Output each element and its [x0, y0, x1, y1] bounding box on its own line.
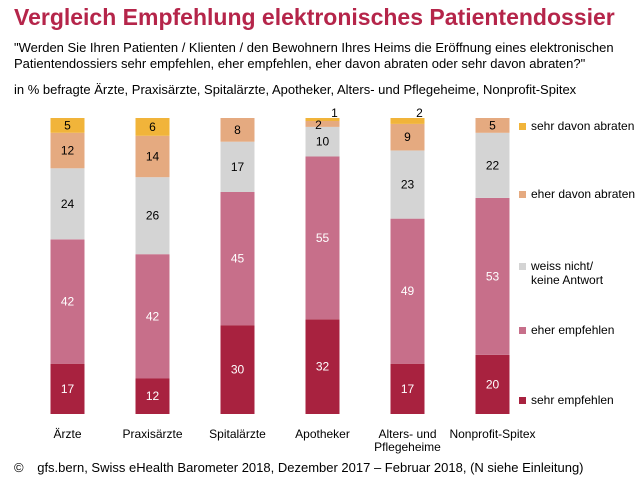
data-label: 45 [231, 252, 245, 266]
data-label: 53 [486, 269, 500, 283]
bar-segment [135, 378, 170, 414]
category-label: Praxisärzte [122, 427, 182, 441]
bar-segment [50, 132, 85, 169]
bar-segment [50, 363, 85, 414]
data-label: 14 [146, 150, 160, 164]
bar-segment [390, 218, 425, 364]
category-label: Spitalärzte [209, 427, 266, 441]
data-label: 42 [61, 295, 75, 309]
data-label: 2 [416, 106, 423, 120]
data-label: 8 [234, 123, 241, 137]
bar-segment [390, 118, 425, 124]
data-label: 20 [486, 377, 500, 391]
chart-title: Vergleich Empfehlung elektronisches Pati… [14, 4, 615, 30]
bar-segment [475, 132, 510, 198]
data-label: 1 [331, 106, 338, 120]
data-label: 26 [146, 209, 160, 223]
legend-swatch [519, 327, 526, 334]
bar-segment [135, 135, 170, 178]
data-label: 55 [316, 231, 330, 245]
data-label: 32 [316, 360, 330, 374]
bar-segment [220, 118, 255, 142]
bar-segment [305, 118, 340, 121]
bar-segment [390, 123, 425, 151]
bar-segment [50, 118, 85, 133]
category-label: Alters- und Pflegeheime [374, 427, 441, 454]
data-label: 12 [61, 144, 75, 158]
data-label: 23 [401, 178, 415, 192]
bar-segment [135, 254, 170, 379]
bar-segment [475, 118, 510, 133]
data-label: 12 [146, 389, 160, 403]
bar-segment [305, 121, 340, 127]
bar-segment [50, 239, 85, 364]
bar-segment [475, 354, 510, 414]
bar-segment [305, 126, 340, 157]
data-label: 24 [61, 197, 75, 211]
bar-segment [135, 177, 170, 255]
legend-label: sehr empfehlen [531, 393, 614, 407]
data-label: 17 [231, 160, 245, 174]
legend-swatch [519, 397, 526, 404]
legend-label: sehr davon abraten [531, 119, 634, 133]
data-label: 17 [61, 382, 75, 396]
data-label: 42 [146, 309, 160, 323]
category-label: Nonprofit-Spitex [449, 427, 535, 441]
legend-swatch [519, 263, 526, 270]
data-label: 17 [401, 382, 415, 396]
data-label: 22 [486, 158, 500, 172]
data-label: 6 [149, 120, 156, 134]
data-label: 10 [316, 135, 330, 149]
bar-segment [390, 150, 425, 219]
data-label: 30 [231, 363, 245, 377]
legend-label: weiss nicht/keine Antwort [530, 259, 604, 287]
legend-swatch [519, 191, 526, 198]
chart-subtitle: in % befragte Ärzte, Praxisärzte, Spital… [14, 82, 577, 97]
bar-segment [220, 141, 255, 192]
bar-segment [390, 363, 425, 414]
category-label: Ärzte [53, 427, 81, 441]
data-label: 5 [489, 118, 496, 132]
legend-swatch [519, 123, 526, 130]
legend-label: eher davon abraten [531, 187, 635, 201]
bar-segment [475, 197, 510, 355]
survey-question: "Werden Sie Ihren Patienten / Klienten /… [14, 40, 614, 71]
bar-segment [135, 118, 170, 136]
data-label: 9 [404, 130, 411, 144]
legend-label: eher empfehlen [531, 323, 614, 337]
bar-segment [305, 319, 340, 414]
bar-segment [50, 168, 85, 240]
data-label: 2 [315, 118, 322, 132]
data-label: 5 [64, 118, 71, 132]
bar-segment [220, 325, 255, 414]
bar-segment [220, 192, 255, 326]
source-footer: © gfs.bern, Swiss eHealth Barometer 2018… [14, 460, 584, 475]
source-text: gfs.bern, Swiss eHealth Barometer 2018, … [37, 460, 584, 475]
category-label: Apotheker [295, 427, 350, 441]
data-label: 49 [401, 284, 415, 298]
bar-segment [305, 156, 340, 320]
copyright-symbol: © [14, 460, 24, 475]
